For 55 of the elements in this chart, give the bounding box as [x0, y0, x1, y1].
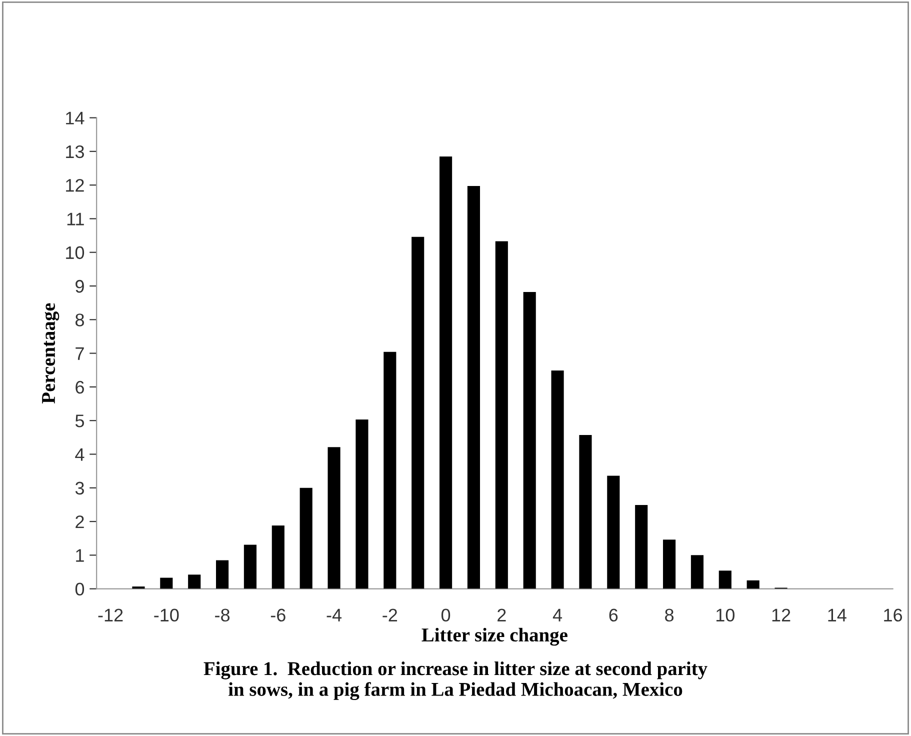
bar [216, 560, 229, 589]
bar [746, 580, 760, 589]
bar [551, 370, 564, 589]
x-tick-label: 16 [884, 608, 902, 622]
bar [160, 578, 173, 589]
y-tick-label: 14 [66, 112, 84, 124]
y-tick-label: 2 [76, 515, 84, 528]
y-tick-label: 3 [75, 482, 84, 495]
y-tick-label: 1 [76, 549, 84, 562]
bar [635, 505, 648, 589]
x-tick-label: 0 [441, 608, 450, 622]
bar [690, 555, 704, 589]
x-tick-label: -6 [270, 608, 286, 622]
x-axis-title: Litter size change [422, 628, 568, 646]
bar [467, 186, 480, 589]
x-tick-label: 12 [772, 608, 790, 622]
y-tick-label: 8 [76, 314, 84, 326]
x-tick-label: -2 [382, 608, 398, 622]
x-tick-label: 14 [828, 608, 846, 622]
x-tick-label: -4 [326, 608, 342, 622]
bar [384, 352, 396, 589]
y-axis-title: Percentaage [42, 303, 60, 404]
bar [579, 435, 592, 589]
bar [356, 420, 368, 589]
bar [439, 156, 452, 589]
y-tick-label: 7 [76, 347, 84, 360]
bar [412, 236, 424, 589]
x-tick-label: 4 [552, 608, 562, 622]
bar [300, 488, 312, 589]
y-tick-label: 6 [76, 380, 84, 394]
bar [495, 241, 508, 589]
x-tick-label: -12 [98, 608, 123, 622]
x-tick-label: 8 [665, 608, 674, 622]
caption: Figure 1. Reduction or increase in litter size at second parity in sows, in a pig farm in La Piedad Michoacan, Mexico [204, 662, 708, 700]
bar [523, 292, 536, 589]
bar [607, 476, 620, 589]
x-tick-label: 6 [609, 608, 618, 622]
bar [662, 540, 676, 589]
bar [328, 447, 340, 589]
y-tick-label: 4 [75, 448, 84, 461]
y-tick-label: 11 [67, 212, 84, 226]
bar [188, 574, 201, 589]
x-tick-label: 2 [498, 608, 506, 622]
y-tick-label: 12 [66, 178, 84, 192]
y-tick-label: 5 [75, 414, 84, 428]
y-tick-label: 0 [75, 582, 84, 596]
y-tick-label: 9 [76, 280, 84, 293]
bar [718, 570, 732, 589]
x-tick-label: -10 [154, 608, 179, 622]
y-tick-label: 13 [66, 145, 84, 158]
y-tick-label: 10 [66, 246, 84, 260]
x-tick-label: 10 [716, 608, 734, 622]
bar [244, 544, 257, 589]
x-tick-label: -8 [215, 608, 230, 622]
bar [272, 526, 284, 589]
